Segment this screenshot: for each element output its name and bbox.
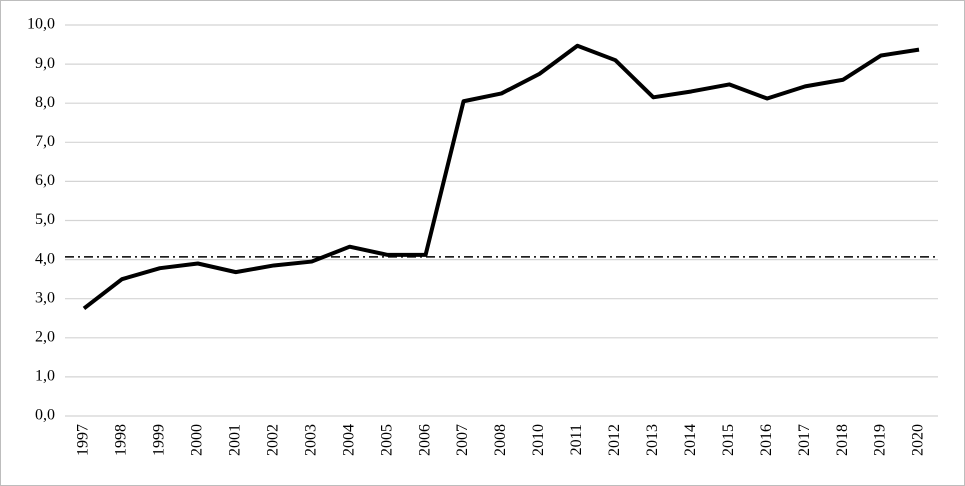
x-tick-label: 2015: [720, 424, 737, 456]
y-tick-label: 2,0: [35, 328, 55, 345]
x-tick-label: 1997: [75, 424, 92, 456]
x-tick-label: 2013: [644, 424, 661, 456]
y-tick-label: 9,0: [35, 55, 55, 72]
x-tick-label: 2012: [606, 424, 623, 456]
x-tick-label: 2001: [226, 424, 243, 456]
x-tick-label: 2004: [340, 424, 357, 456]
x-tick-label: 2017: [796, 424, 813, 456]
y-tick-label: 1,0: [35, 368, 55, 385]
x-tick-label: 2016: [758, 424, 775, 456]
y-tick-label: 6,0: [35, 172, 55, 189]
x-tick-label: 2019: [872, 424, 889, 456]
x-tick-label: 2003: [302, 424, 319, 456]
x-tick-label: 2014: [682, 424, 699, 456]
x-tick-label: 2020: [910, 424, 927, 456]
x-tick-label: 2002: [264, 424, 281, 456]
y-tick-label: 8,0: [35, 94, 55, 111]
y-tick-label: 3,0: [35, 289, 55, 306]
data-line: [82, 43, 920, 311]
y-tick-label: 7,0: [35, 133, 55, 150]
x-tick-label: 2000: [189, 424, 206, 456]
x-tick-label: 2005: [378, 424, 395, 456]
y-tick-label: 4,0: [35, 250, 55, 267]
x-tick-label: 2006: [416, 424, 433, 456]
x-tick-label: 1998: [113, 424, 130, 456]
x-tick-label: 2010: [530, 424, 547, 456]
x-tick-label: 2008: [492, 424, 509, 456]
y-tick-label: 10,0: [27, 16, 55, 33]
y-tick-label: 5,0: [35, 211, 55, 228]
x-tick-label: 2011: [568, 424, 585, 455]
y-tick-label: 0,0: [35, 407, 55, 424]
x-tick-label: 1999: [151, 424, 168, 456]
x-tick-label: 2018: [834, 424, 851, 456]
x-tick-label: 2007: [454, 424, 471, 456]
